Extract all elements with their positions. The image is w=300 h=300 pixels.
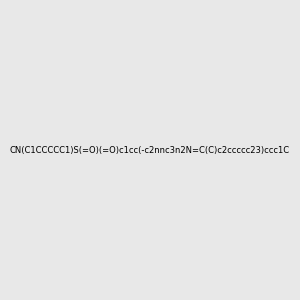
Text: CN(C1CCCCC1)S(=O)(=O)c1cc(-c2nnc3n2N=C(C)c2ccccc23)ccc1C: CN(C1CCCCC1)S(=O)(=O)c1cc(-c2nnc3n2N=C(C…: [10, 146, 290, 154]
